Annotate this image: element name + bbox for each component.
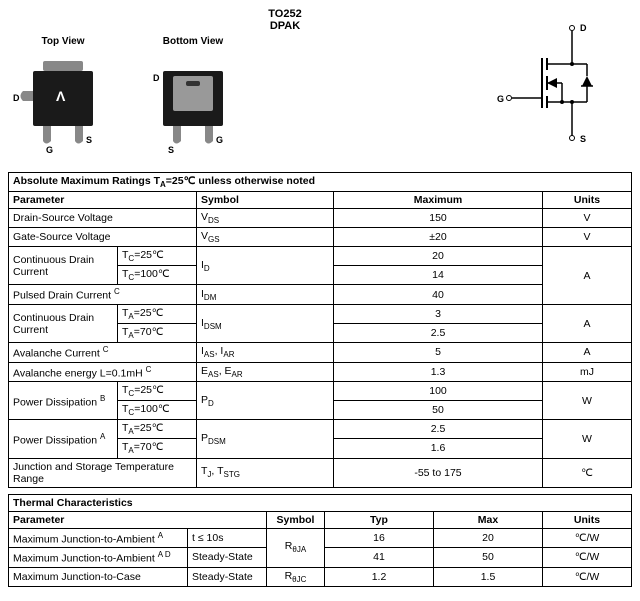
- ratings-title: Absolute Maximum Ratings TA=25℃ unless o…: [9, 173, 632, 192]
- schematic-section: D S G: [482, 8, 632, 164]
- svg-text:D: D: [580, 23, 587, 33]
- row-tj: Junction and Storage Temperature Range T…: [9, 458, 632, 487]
- hdr-symbol: Symbol: [197, 192, 334, 209]
- row-eas: Avalanche energy L=0.1mH C EAS, EAR 1.3 …: [9, 362, 632, 382]
- thermal-header-row: Parameter Symbol Typ Max Units: [9, 511, 632, 528]
- row-pd-1: Power Dissipation B TC=25℃ PD 100 W: [9, 382, 632, 401]
- row-vgs: Gate-Source Voltage VGS ±20 V: [9, 228, 632, 247]
- thermal-title: Thermal Characteristics: [9, 494, 632, 511]
- bottom-view-block: Bottom View D S G: [138, 36, 248, 164]
- hdr-units: Units: [543, 192, 632, 209]
- thermal-table: Thermal Characteristics Parameter Symbol…: [8, 494, 632, 587]
- svg-text:G: G: [497, 94, 504, 104]
- row-pdsm-1: Power Dissipation A TA=25℃ PDSM 2.5 W: [9, 420, 632, 439]
- hdr-param: Parameter: [9, 192, 197, 209]
- package-name: TO252: [268, 8, 301, 20]
- top-section: TO252 DPAK Top View Λ D G S Bottom: [8, 8, 632, 164]
- pin-g: G: [46, 145, 53, 155]
- package-section: TO252 DPAK Top View Λ D G S Bottom: [8, 8, 482, 164]
- row-id-1: Continuous Drain Current TC=25℃ ID 20 A: [9, 247, 632, 266]
- row-idm: Pulsed Drain Current C IDM 40: [9, 285, 632, 305]
- mosfet-schematic: D S G: [482, 18, 622, 148]
- top-view-drawing: Λ D G S: [8, 51, 118, 161]
- package-subname: DPAK: [270, 20, 300, 32]
- top-view-label: Top View: [8, 36, 118, 47]
- ratings-header-row: Parameter Symbol Maximum Units: [9, 192, 632, 209]
- row-idsm-1: Continuous Drain Current TA=25℃ IDSM 3 A: [9, 304, 632, 323]
- pin-d: D: [13, 93, 20, 103]
- row-rjc: Maximum Junction-to-Case Steady-State Rθ…: [9, 567, 632, 586]
- svg-text:S: S: [580, 134, 586, 144]
- row-vds: Drain-Source Voltage VDS 150 V: [9, 209, 632, 228]
- row-rja1: Maximum Junction-to-Ambient A t ≤ 10s Rθ…: [9, 528, 632, 548]
- package-header: TO252 DPAK: [88, 8, 482, 32]
- pin-g2: G: [216, 135, 223, 145]
- svg-text:Λ: Λ: [56, 88, 66, 104]
- row-ias: Avalanche Current C IAS, IAR 5 A: [9, 343, 632, 363]
- bottom-view-drawing: D S G: [138, 51, 248, 161]
- hdr-max: Maximum: [334, 192, 543, 209]
- top-view-block: Top View Λ D G S: [8, 36, 118, 164]
- ratings-table: Absolute Maximum Ratings TA=25℃ unless o…: [8, 172, 632, 488]
- pin-s: S: [86, 135, 92, 145]
- package-views: Top View Λ D G S Bottom View: [8, 36, 482, 164]
- pin-s2: S: [168, 145, 174, 155]
- bottom-view-label: Bottom View: [138, 36, 248, 47]
- pin-d2: D: [153, 73, 160, 83]
